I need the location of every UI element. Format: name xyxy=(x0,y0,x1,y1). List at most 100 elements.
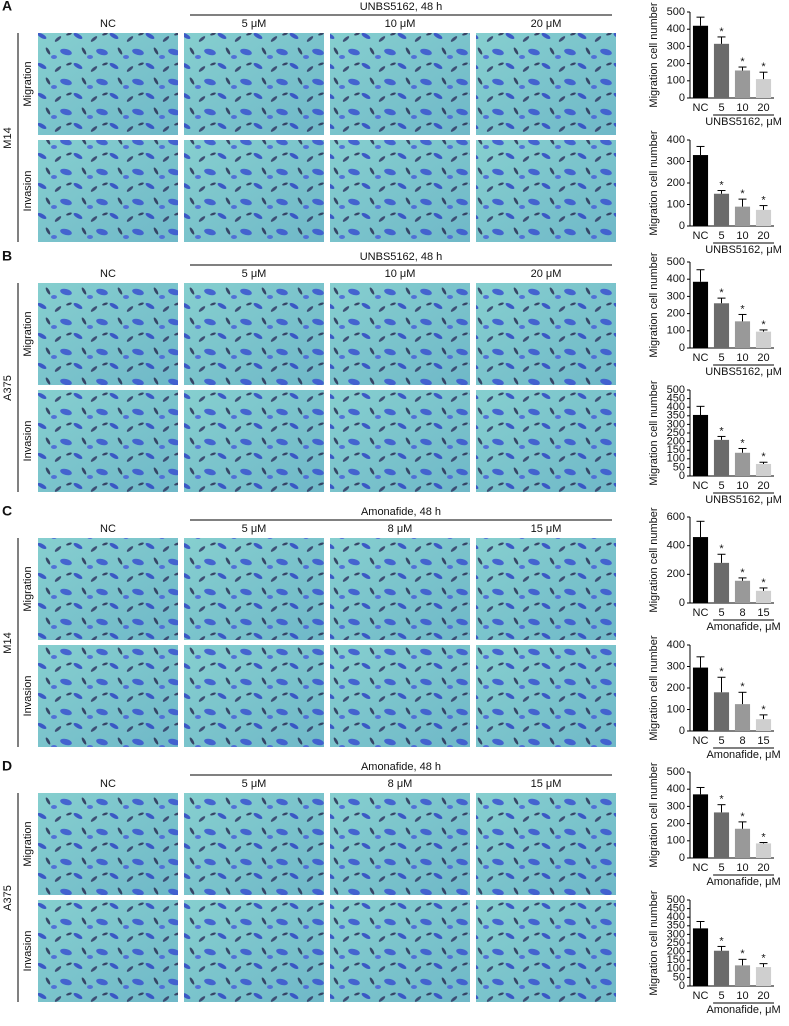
micrograph-cells xyxy=(184,140,324,242)
x-tick-label: 5 xyxy=(718,352,724,364)
error-bar xyxy=(717,945,726,951)
micrograph-cells xyxy=(38,645,178,747)
micrograph-cells xyxy=(330,538,470,640)
significance-mark: * xyxy=(761,194,766,206)
y-tick-label: 0 xyxy=(679,470,685,482)
x-tick-label: 20 xyxy=(757,990,769,1002)
y-tick-label: 400 xyxy=(667,273,685,285)
bar xyxy=(755,719,772,731)
y-tick-label: 400 xyxy=(667,23,685,35)
row-label: Invasion xyxy=(22,421,34,462)
micrograph-cells xyxy=(476,538,616,640)
column-label: NC xyxy=(100,778,116,790)
micrograph-cells xyxy=(184,538,324,640)
significance-mark: * xyxy=(719,26,724,38)
y-tick-label: 0 xyxy=(679,342,685,354)
error-bar xyxy=(738,313,747,322)
error-bar xyxy=(759,587,768,591)
y-tick-label: 500 xyxy=(667,766,685,778)
significance-mark: * xyxy=(761,61,766,73)
micrograph-cells xyxy=(476,390,616,492)
panel-label: D xyxy=(2,758,12,774)
column-label: 10 μM xyxy=(385,18,416,30)
y-tick-label: 200 xyxy=(667,568,685,580)
panel-label: C xyxy=(2,503,12,519)
column-label: 5 μM xyxy=(242,523,267,535)
error-bar xyxy=(717,190,726,194)
y-tick-label: 400 xyxy=(667,134,685,146)
micrograph-cells xyxy=(476,793,616,895)
significance-mark: * xyxy=(761,319,766,331)
x-tick-label: 5 xyxy=(718,862,724,874)
x-axis-label: UNBS5162, μM xyxy=(705,244,782,256)
error-bar xyxy=(717,804,726,813)
y-tick-label: 500 xyxy=(667,256,685,268)
x-axis-label: UNBS5162, μM xyxy=(705,494,782,506)
significance-mark: * xyxy=(761,953,766,965)
y-tick-label: 0 xyxy=(679,980,685,992)
micrograph-cells xyxy=(38,33,178,135)
y-axis-label: Migration cell number xyxy=(648,890,660,995)
row-label: Invasion xyxy=(22,171,34,212)
error-bar xyxy=(696,786,705,795)
y-tick-label: 300 xyxy=(667,928,685,940)
error-bar xyxy=(738,577,747,581)
x-tick-label: 20 xyxy=(757,480,769,492)
treatment-header: UNBS5162, 48 h xyxy=(360,1,443,13)
y-axis-label: Migration cell number xyxy=(648,635,660,740)
row-label: Invasion xyxy=(22,931,34,972)
x-tick-label: NC xyxy=(693,607,709,619)
cell-line-label: M14 xyxy=(2,127,14,148)
y-tick-label: 200 xyxy=(667,818,685,830)
error-bar xyxy=(759,461,768,464)
significance-mark: * xyxy=(719,179,724,191)
error-bar xyxy=(696,656,705,668)
x-tick-label: 10 xyxy=(736,862,748,874)
bar xyxy=(692,537,709,603)
micrograph-cells xyxy=(476,645,616,747)
cell-line-label: M14 xyxy=(2,632,14,653)
column-label: 8 μM xyxy=(388,778,413,790)
x-tick-label: NC xyxy=(693,480,709,492)
y-tick-label: 400 xyxy=(667,540,685,552)
bar xyxy=(734,704,751,731)
bar xyxy=(692,281,709,348)
x-tick-label: NC xyxy=(693,990,709,1002)
significance-mark: * xyxy=(740,188,745,200)
x-tick-label: 5 xyxy=(718,102,724,114)
bar xyxy=(734,965,751,986)
treatment-header: UNBS5162, 48 h xyxy=(360,251,443,263)
y-tick-label: 100 xyxy=(667,963,685,975)
x-tick-label: 10 xyxy=(736,480,748,492)
y-tick-label: 300 xyxy=(667,155,685,167)
y-tick-label: 450 xyxy=(667,393,685,405)
significance-mark: * xyxy=(719,425,724,437)
row-label: Migration xyxy=(22,311,34,356)
micrograph-cells xyxy=(330,140,470,242)
error-bar xyxy=(738,958,747,966)
row-label: Migration xyxy=(22,566,34,611)
bar xyxy=(734,206,751,226)
x-tick-label: NC xyxy=(693,102,709,114)
bar xyxy=(755,967,772,986)
column-label: 5 μM xyxy=(242,268,267,280)
y-axis-label: Migration cell number xyxy=(648,2,660,107)
column-label: 20 μM xyxy=(531,18,562,30)
y-tick-label: 200 xyxy=(667,58,685,70)
x-tick-label: 10 xyxy=(736,352,748,364)
y-axis-label: Migration cell number xyxy=(648,380,660,485)
micrograph-cells xyxy=(184,283,324,385)
y-tick-label: 50 xyxy=(673,971,685,983)
error-bar xyxy=(696,145,705,156)
y-tick-label: 300 xyxy=(667,660,685,672)
micrograph-cells xyxy=(184,390,324,492)
x-tick-label: 5 xyxy=(718,735,724,747)
y-tick-label: 300 xyxy=(667,800,685,812)
y-tick-label: 100 xyxy=(667,325,685,337)
micrograph-cells xyxy=(184,645,324,747)
error-bar xyxy=(759,71,768,80)
y-tick-label: 250 xyxy=(667,427,685,439)
micrograph-cells xyxy=(184,900,324,1002)
micrograph-cells xyxy=(184,793,324,895)
